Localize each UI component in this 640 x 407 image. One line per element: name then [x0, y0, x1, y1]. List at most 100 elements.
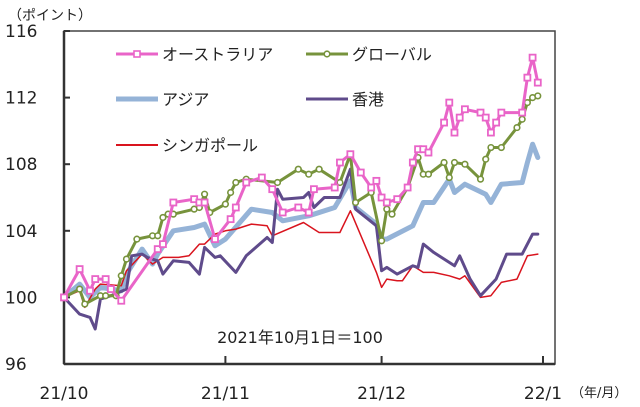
series-layer [60, 53, 542, 331]
data-point [523, 73, 532, 82]
data-point [450, 128, 459, 137]
data-point [81, 300, 89, 308]
data-point [330, 183, 339, 192]
series-1 [60, 92, 542, 308]
data-point [377, 237, 386, 245]
legend-label: オーストラリア [162, 45, 273, 64]
legend-item: 香港 [306, 90, 384, 109]
y-tick-label: 100 [5, 288, 37, 308]
legend-item: アジア [116, 90, 209, 109]
y-tick-label: 104 [5, 222, 37, 242]
data-point [102, 292, 110, 300]
data-point [528, 53, 537, 62]
data-point [75, 265, 84, 273]
data-point [383, 205, 391, 213]
data-point [154, 232, 162, 240]
plot-frame [62, 30, 556, 366]
data-point [200, 190, 209, 198]
data-point [356, 168, 365, 177]
data-point [481, 113, 490, 122]
data-point [101, 275, 110, 283]
x-tick-label: 21/12 [357, 384, 406, 404]
data-point [534, 92, 542, 100]
series-0 [60, 53, 542, 305]
legend-label: グローバル [352, 45, 432, 64]
data-point [278, 208, 287, 217]
data-point [169, 198, 178, 207]
data-point [310, 185, 318, 194]
data-point [221, 200, 230, 208]
x-tick-label: 21/11 [201, 384, 250, 404]
data-point [445, 98, 454, 107]
data-point [86, 286, 94, 295]
data-point [445, 173, 453, 182]
data-point [315, 165, 323, 173]
data-point [346, 150, 355, 159]
data-point [117, 296, 126, 305]
data-point [304, 208, 313, 217]
data-point [211, 235, 219, 244]
y-axis-label: （ポイント） [8, 8, 92, 24]
x-tick-label: 21/10 [40, 384, 89, 404]
series-line [63, 210, 539, 309]
series-3 [62, 167, 540, 331]
data-point [200, 198, 209, 207]
data-point [117, 272, 125, 280]
data-point [367, 183, 376, 192]
data-point [226, 215, 235, 224]
data-point [232, 178, 240, 187]
data-point [487, 143, 495, 152]
data-point [424, 170, 433, 178]
data-point [76, 285, 84, 293]
x-tick-label: 22/1 [524, 384, 562, 404]
data-point [227, 188, 235, 197]
legend-label: アジア [162, 90, 209, 109]
data-point [351, 198, 360, 207]
y-ticks: 96 100 104 108 112 116 [5, 22, 70, 375]
data-point [476, 175, 485, 183]
data-point [424, 148, 433, 157]
data-point [440, 118, 448, 127]
series-line [61, 141, 541, 300]
data-point [482, 155, 490, 163]
data-point [487, 128, 495, 137]
legend-marker [133, 50, 141, 58]
base-annotation: 2021年10月1日＝100 [217, 328, 383, 347]
data-point [440, 158, 448, 167]
x-axis-label: （年/月） [571, 386, 627, 401]
data-point [377, 193, 386, 202]
data-point [382, 198, 391, 207]
data-point [497, 108, 506, 117]
x-ticks: 21/10 21/11 21/12 22/1 [40, 356, 562, 404]
series-2 [61, 141, 541, 300]
data-point [393, 195, 402, 204]
series-4 [63, 210, 539, 309]
data-point [518, 108, 527, 117]
data-point [60, 293, 68, 302]
data-point [159, 240, 167, 249]
data-point [476, 108, 485, 117]
data-point [305, 170, 313, 178]
legend-item: シンガポール [116, 136, 258, 155]
data-point [153, 245, 162, 254]
legend-label: シンガポール [162, 136, 258, 155]
data-point [294, 203, 303, 212]
data-point [133, 235, 141, 243]
data-point [408, 158, 417, 167]
data-point [388, 210, 396, 218]
series-line [62, 167, 540, 331]
data-point [242, 178, 251, 187]
data-point [91, 275, 100, 283]
data-point [106, 285, 115, 293]
y-tick-label: 112 [5, 89, 37, 109]
legend-item: オーストラリア [116, 45, 273, 64]
legend-marker [323, 50, 331, 58]
data-point [455, 113, 464, 122]
data-point [372, 176, 381, 185]
data-point [497, 143, 505, 152]
data-point [273, 178, 282, 187]
y-tick-label: 116 [5, 22, 37, 42]
